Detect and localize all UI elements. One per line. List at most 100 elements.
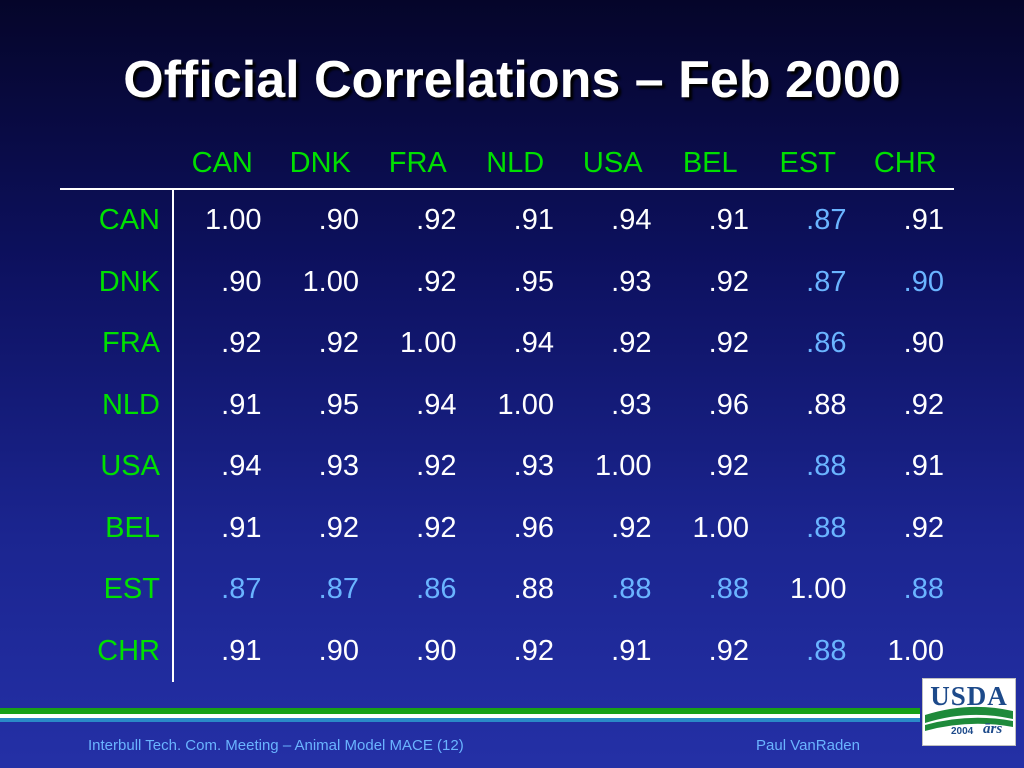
column-header-chr: CHR [873,146,937,179]
correlation-cell: 1.00 [400,327,457,360]
correlation-cell: .93 [513,450,554,483]
column-header-bel: BEL [682,146,738,179]
footer-rule-green [0,708,920,714]
correlation-cell: .92 [903,388,944,421]
correlation-cell: 1.00 [887,634,944,667]
correlation-cell: 1.00 [595,450,652,483]
correlation-cell: .90 [903,265,944,298]
correlation-cell: .92 [416,450,457,483]
row-header-dnk: DNK [60,251,174,313]
column-header-est: EST [779,146,836,179]
correlation-cell: 1.00 [497,388,554,421]
correlation-cell: .92 [318,511,359,544]
row-header-chr: CHR [60,620,174,682]
correlation-cell: .92 [416,265,457,298]
ars-mark: ārs [983,721,1003,737]
usda-logo-graphic [925,706,1013,731]
table-header: CAN DNK FRA NLD USA BEL EST CHR [60,138,954,189]
correlation-cell: .88 [513,573,554,606]
correlation-cell: .90 [416,634,457,667]
row-header-usa: USA [60,436,174,498]
correlation-cell: .86 [806,327,847,360]
correlation-cell: .92 [611,327,652,360]
table-row: DNK .90 1.00 .92 .95 .93 .92 .87 .90 [60,251,954,313]
correlation-cell: .88 [611,573,652,606]
correlation-cell: .92 [708,634,749,667]
footer-rule-white [0,714,920,718]
correlation-cell: 1.00 [790,573,847,606]
correlation-cell: .88 [806,634,847,667]
correlation-cell: .88 [806,450,847,483]
correlation-cell: .95 [318,388,359,421]
correlation-cell: .91 [611,634,652,667]
correlation-cell: .91 [221,634,262,667]
correlation-cell: .92 [416,511,457,544]
table-row: NLD .91 .95 .94 1.00 .93 .96 .88 .92 [60,374,954,436]
correlation-cell: .92 [221,327,262,360]
table-row: CHR .91 .90 .90 .92 .91 .92 .88 1.00 [60,620,954,682]
correlation-cell: .96 [708,388,749,421]
footer-author: Paul VanRaden [756,737,860,754]
correlation-cell: .95 [513,265,554,298]
column-header-dnk: DNK [289,146,351,179]
logo-text: USDA [930,681,1008,711]
logo-year: 2004 [951,726,974,737]
correlation-cell: .92 [416,204,457,237]
correlation-cell: .91 [903,204,944,237]
column-header-can: CAN [191,146,253,179]
table-body: CAN 1.00 .90 .92 .91 .94 .91 .87 .91 DNK .90 1.00 .9… [60,189,954,682]
footer-meeting-label: Interbull Tech. Com. Meeting – Animal Mo… [88,737,464,754]
correlation-cell: .88 [708,573,749,606]
column-header-usa: USA [582,146,643,179]
correlation-cell: .92 [318,327,359,360]
column-header-nld: NLD [486,146,545,179]
correlation-cell: .87 [806,265,847,298]
correlation-table-container: CAN DNK FRA NLD USA BEL EST CHR CAN 1.00.90.92.9… [60,138,954,682]
table-row: FRA .92 .92 1.00 .94 .92 .92 .86 .90 [60,313,954,375]
table-row: USA .94 .93 .92 .93 1.00 .92 .88 .91 [60,436,954,498]
correlation-cell: .93 [611,265,652,298]
correlation-cell: 1.00 [205,204,262,237]
correlation-cell: .94 [513,327,554,360]
correlation-cell: .92 [611,511,652,544]
slide-title: Official Correlations – Feb 2000 [123,51,901,109]
correlation-cell: .92 [708,450,749,483]
correlation-cell: .92 [513,634,554,667]
correlation-cell: .94 [611,204,652,237]
correlation-cell: .86 [416,573,457,606]
correlation-table: CAN DNK FRA NLD USA BEL EST CHR CAN 1.00.90.92.9… [60,138,954,682]
correlation-cell: .93 [611,388,652,421]
row-header-est: EST [60,559,174,621]
usda-logo: USDA 2004 ārs [922,678,1016,746]
correlation-cell: .90 [318,634,359,667]
correlation-cell: .90 [318,204,359,237]
table-row: CAN 1.00 .90 .92 .91 .94 .91 .87 .91 [60,189,954,252]
correlation-cell: .88 [806,388,847,421]
table-row: BEL .91 .92 .92 .96 .92 1.00 .88 .92 [60,497,954,559]
correlation-cell: .94 [416,388,457,421]
correlation-cell: .88 [903,573,944,606]
correlation-cell: 1.00 [692,511,749,544]
correlation-cell: .90 [221,265,262,298]
correlation-cell: 1.00 [302,265,359,298]
row-header-fra: FRA [60,313,174,375]
row-header-can: CAN [60,189,174,252]
correlation-cell: .91 [708,204,749,237]
table-row: EST .87 .87 .86 .88 .88 .88 1.00 .88 [60,559,954,621]
row-header-nld: NLD [60,374,174,436]
correlation-cell: .92 [708,265,749,298]
correlation-cell: .90 [903,327,944,360]
header-corner [60,138,173,189]
footer-rule-blue [0,718,920,722]
correlation-cell: .91 [903,450,944,483]
correlation-cell: .87 [806,204,847,237]
column-header-fra: FRA [388,146,447,179]
correlation-cell: .88 [806,511,847,544]
correlation-cell: .91 [221,388,262,421]
correlation-cell: .92 [708,327,749,360]
correlation-cell: .96 [513,511,554,544]
correlation-cell: .87 [318,573,359,606]
header-row: CAN DNK FRA NLD USA BEL EST CHR [60,138,954,189]
correlation-cell: .91 [513,204,554,237]
correlation-cell: .91 [221,511,262,544]
